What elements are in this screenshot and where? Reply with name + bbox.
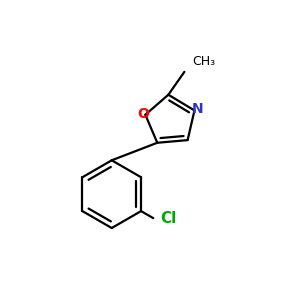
Text: Cl: Cl xyxy=(160,211,176,226)
Text: CH₃: CH₃ xyxy=(192,55,215,68)
Text: O: O xyxy=(137,106,149,121)
Text: N: N xyxy=(192,102,203,116)
